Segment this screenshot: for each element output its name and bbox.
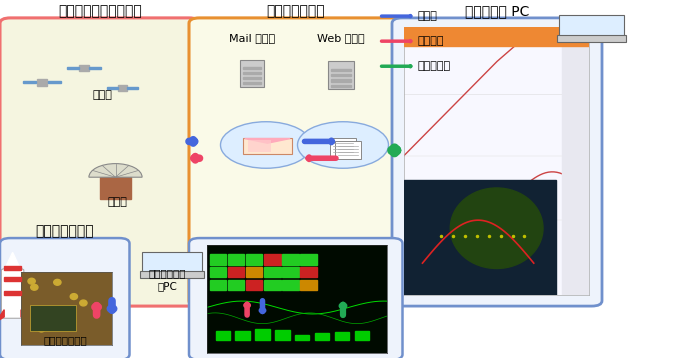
Text: 通信モジュール: 通信モジュール [36, 224, 94, 238]
FancyBboxPatch shape [335, 141, 361, 159]
Text: モニタリング
用PC: モニタリング 用PC [148, 268, 186, 291]
FancyBboxPatch shape [140, 271, 204, 278]
Bar [4, 277, 21, 281]
FancyBboxPatch shape [100, 177, 131, 199]
Bar [4, 291, 21, 295]
Text: 地球局: 地球局 [108, 197, 127, 207]
Polygon shape [4, 252, 21, 270]
FancyBboxPatch shape [240, 60, 264, 87]
Polygon shape [245, 139, 290, 143]
Bar [67, 67, 78, 69]
FancyBboxPatch shape [189, 18, 402, 306]
Bar [331, 85, 351, 87]
Polygon shape [0, 310, 4, 322]
Bar [79, 65, 89, 71]
Text: Web サーバ: Web サーバ [317, 33, 365, 43]
Bar [243, 77, 261, 79]
Bar [243, 72, 261, 74]
FancyBboxPatch shape [557, 35, 626, 42]
Bar [36, 79, 48, 86]
Text: 衛星群: 衛星群 [93, 90, 113, 100]
Bar [331, 69, 351, 71]
FancyBboxPatch shape [1, 269, 24, 318]
FancyBboxPatch shape [559, 15, 624, 37]
Wedge shape [89, 164, 142, 177]
FancyBboxPatch shape [142, 252, 202, 273]
Circle shape [298, 122, 389, 168]
FancyBboxPatch shape [248, 140, 271, 152]
Text: 通信モジュール: 通信モジュール [43, 335, 87, 345]
FancyBboxPatch shape [0, 18, 199, 306]
Bar [118, 85, 127, 91]
FancyBboxPatch shape [328, 61, 354, 89]
Bar [331, 79, 351, 82]
FancyBboxPatch shape [330, 138, 356, 156]
Text: テレメ: テレメ [418, 11, 438, 21]
Bar [90, 67, 101, 69]
Bar [127, 87, 138, 88]
Text: イリジウム社インフラ: イリジウム社インフラ [58, 4, 141, 18]
Text: 情報共有先 PC: 情報共有先 PC [465, 4, 529, 18]
Text: Mail サーバ: Mail サーバ [229, 33, 275, 43]
Bar [48, 81, 62, 83]
Bar [331, 74, 351, 76]
Text: コマンド: コマンド [418, 36, 444, 46]
Bar [22, 81, 36, 83]
FancyBboxPatch shape [244, 138, 292, 154]
Text: インターネット: インターネット [267, 4, 325, 18]
Polygon shape [21, 310, 29, 322]
Bar [243, 82, 261, 84]
Text: 加工データ: 加工データ [418, 61, 451, 71]
FancyBboxPatch shape [189, 238, 402, 358]
FancyBboxPatch shape [392, 18, 602, 306]
FancyBboxPatch shape [0, 238, 130, 358]
Bar [4, 266, 21, 270]
Bar [243, 67, 261, 69]
Bar [107, 87, 118, 88]
Circle shape [220, 122, 312, 168]
